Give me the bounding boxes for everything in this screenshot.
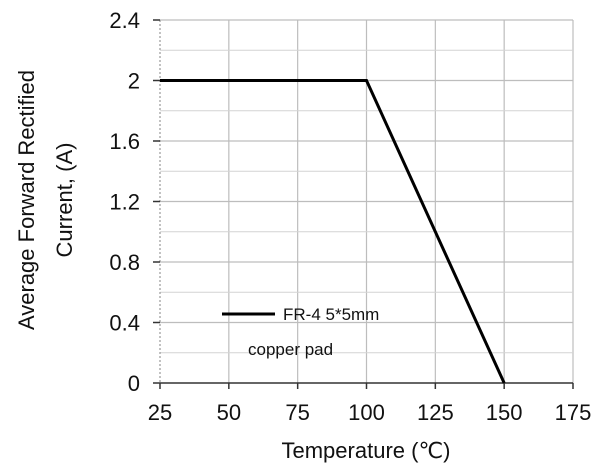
legend-label-line2: copper pad	[248, 340, 333, 359]
series-layer	[160, 79, 506, 384]
x-tick-label: 125	[417, 400, 454, 425]
legend: FR-4 5*5mm copper pad	[222, 305, 379, 359]
y-tick-label: 0	[128, 371, 140, 396]
y-tick-label: 0.4	[109, 311, 140, 336]
y-axis-title-line2: Current, (A)	[52, 143, 77, 258]
y-tick-label: 1.2	[109, 190, 140, 215]
x-tick-label: 150	[486, 400, 523, 425]
series-line-0	[160, 79, 506, 384]
legend-label-line1: FR-4 5*5mm	[283, 305, 379, 324]
axes	[153, 19, 574, 389]
x-tick-label: 25	[148, 400, 172, 425]
grid	[160, 19, 574, 383]
x-tick-label: 175	[555, 400, 592, 425]
tick-labels: 0 0.4 0.8 1.2 1.6 2 2.4 25 50 75 100 125 150 175	[109, 8, 591, 425]
x-tick-label: 100	[348, 400, 385, 425]
y-tick-label: 1.6	[109, 129, 140, 154]
y-axis-title-line1: Average Forward Rectified	[14, 70, 39, 330]
y-tick-label: 0.8	[109, 250, 140, 275]
x-axis-title: Temperature (℃)	[282, 438, 451, 463]
x-tick-label: 75	[285, 400, 309, 425]
y-tick-label: 2.4	[109, 8, 140, 33]
y-tick-label: 2	[128, 69, 140, 94]
x-tick-label: 50	[217, 400, 241, 425]
